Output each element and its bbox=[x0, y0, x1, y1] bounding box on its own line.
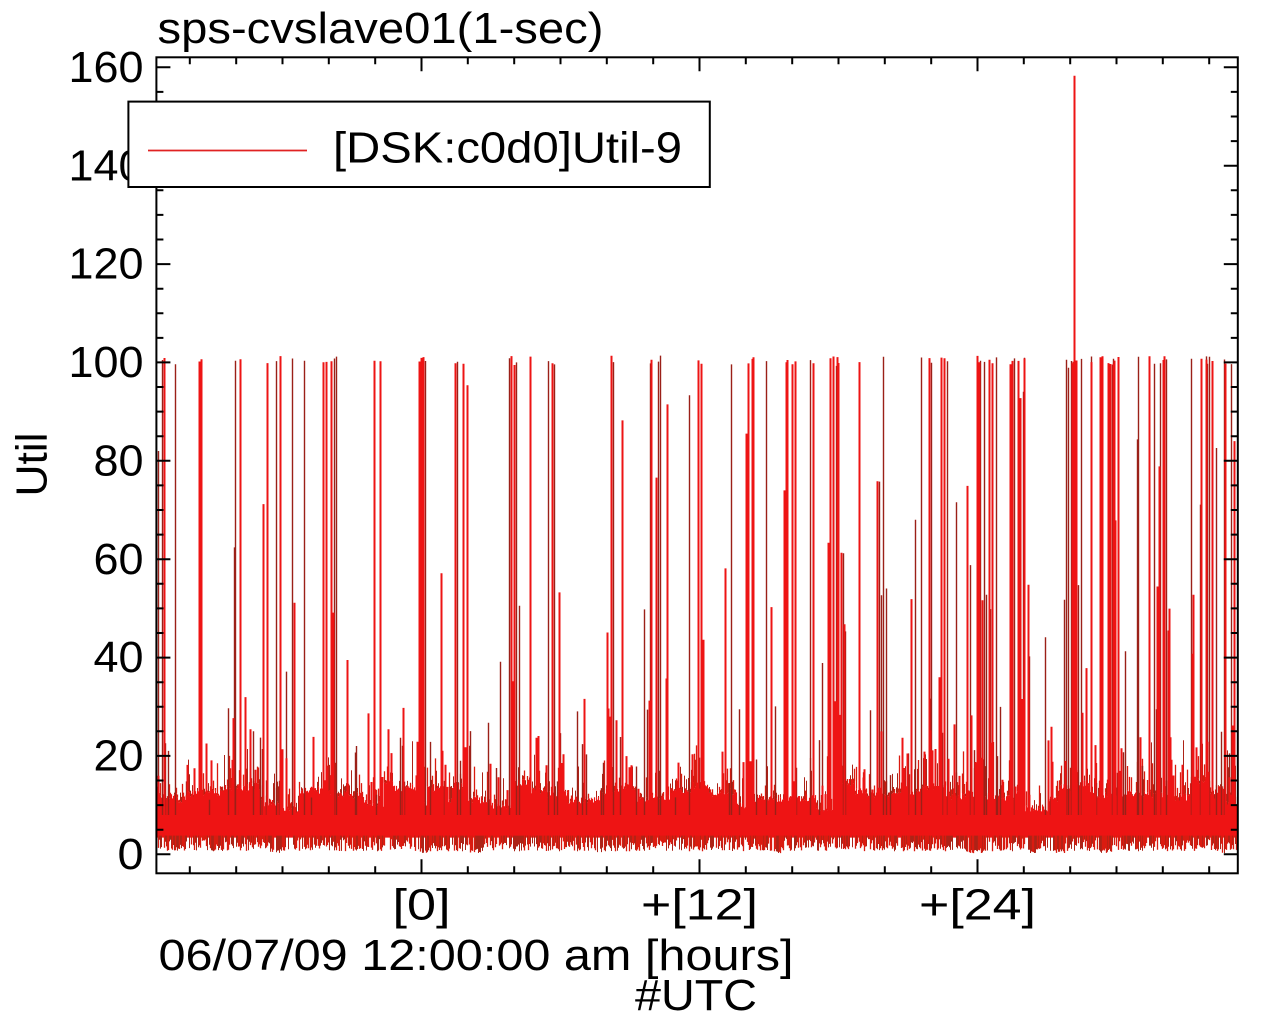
svg-text:60: 60 bbox=[94, 535, 144, 584]
svg-text:0: 0 bbox=[118, 830, 144, 879]
svg-text:80: 80 bbox=[94, 436, 144, 485]
svg-text:+[24]: +[24] bbox=[919, 881, 1036, 930]
svg-text:20: 20 bbox=[94, 732, 144, 781]
svg-text:[0]: [0] bbox=[393, 881, 451, 930]
svg-text:[DSK:c0d0]Util-9: [DSK:c0d0]Util-9 bbox=[333, 124, 682, 173]
svg-text:120: 120 bbox=[69, 240, 144, 289]
svg-text:Util: Util bbox=[8, 433, 57, 497]
svg-text:100: 100 bbox=[69, 338, 144, 387]
svg-text:sps-cvslave01(1-sec): sps-cvslave01(1-sec) bbox=[158, 4, 604, 53]
svg-text:40: 40 bbox=[94, 633, 144, 682]
svg-text:160: 160 bbox=[69, 43, 144, 92]
svg-text:#UTC: #UTC bbox=[635, 971, 757, 1020]
svg-text:06/07/09 12:00:00 am [hours]: 06/07/09 12:00:00 am [hours] bbox=[159, 931, 794, 980]
svg-text:+[12]: +[12] bbox=[641, 881, 758, 930]
